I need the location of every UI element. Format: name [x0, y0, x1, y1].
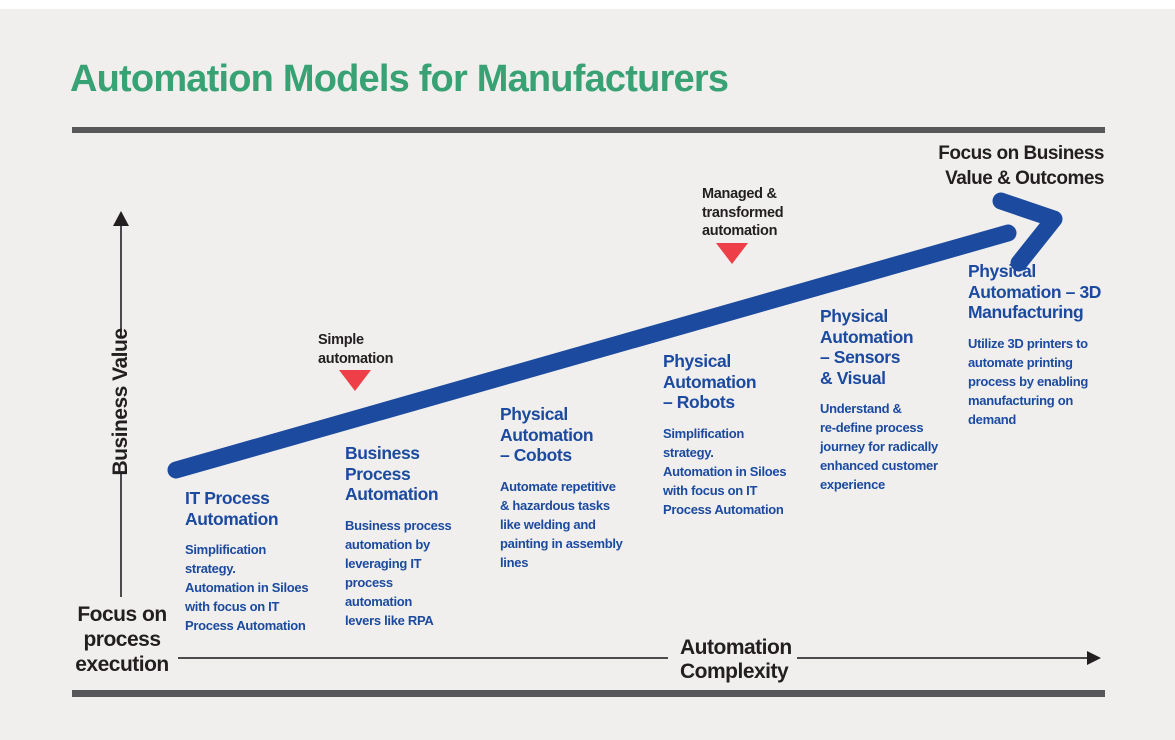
milestone-label-managed-transformed: Managed & transformed automation: [702, 186, 784, 239]
stage-physical-automation-cobots: Physical Automation – Cobots Automate re…: [500, 404, 623, 572]
x-axis-line-left: [178, 657, 668, 659]
x-axis-arrowhead-icon: [1087, 651, 1101, 665]
stage-business-process-automation: Business Process Automation Business pro…: [345, 443, 452, 630]
stage-heading: Physical Automation – Robots: [663, 351, 757, 412]
y-axis-line-upper: [120, 226, 122, 332]
stage-heading: Physical Automation – 3D Manufacturing: [968, 261, 1102, 322]
milestone-label-simple-automation: Simple automation: [318, 332, 394, 367]
stage-heading: Physical Automation – Sensors & Visual: [820, 306, 914, 388]
goal-label: Focus on Business Value & Outcomes: [938, 143, 1104, 189]
page-title: Automation Models for Manufacturers: [70, 58, 729, 100]
top-white-strip: [0, 0, 1175, 9]
x-axis-label: Automation Complexity: [680, 636, 792, 683]
stage-physical-automation-3d-manufacturing: Physical Automation – 3D Manufacturing U…: [968, 261, 1101, 429]
stage-it-process-automation: IT Process Automation Simplification str…: [185, 488, 309, 635]
bottom-divider: [72, 690, 1105, 697]
growth-arrow-shaft: [167, 224, 1017, 479]
stage-description: Automate repetitive & hazardous tasks li…: [500, 478, 623, 570]
stage-description: Simplification strategy. Automation in S…: [663, 425, 787, 517]
growth-arrow-head-icon: [992, 192, 1063, 272]
stage-physical-automation-sensors-visual: Physical Automation – Sensors & Visual U…: [820, 306, 938, 494]
x-axis-line-right: [797, 657, 1087, 659]
y-axis-arrowhead-icon: [113, 211, 129, 226]
stage-description: Business process automation by leveragin…: [345, 517, 452, 628]
stage-heading: Physical Automation – Cobots: [500, 404, 594, 465]
milestone-marker-icon: [339, 370, 371, 391]
stage-description: Simplification strategy. Automation in S…: [185, 542, 309, 633]
stage-description: Utilize 3D printers to automate printing…: [968, 335, 1089, 427]
y-axis-line-lower: [120, 472, 122, 597]
stage-description: Understand & re-define process journey f…: [820, 401, 938, 492]
stage-physical-automation-robots: Physical Automation – Robots Simplificat…: [663, 351, 787, 519]
origin-label: Focus on process execution: [75, 603, 169, 676]
stage-heading: IT Process Automation: [185, 488, 279, 529]
top-divider: [72, 127, 1105, 133]
milestone-marker-icon: [716, 243, 748, 264]
stage-heading: Business Process Automation: [345, 443, 439, 504]
